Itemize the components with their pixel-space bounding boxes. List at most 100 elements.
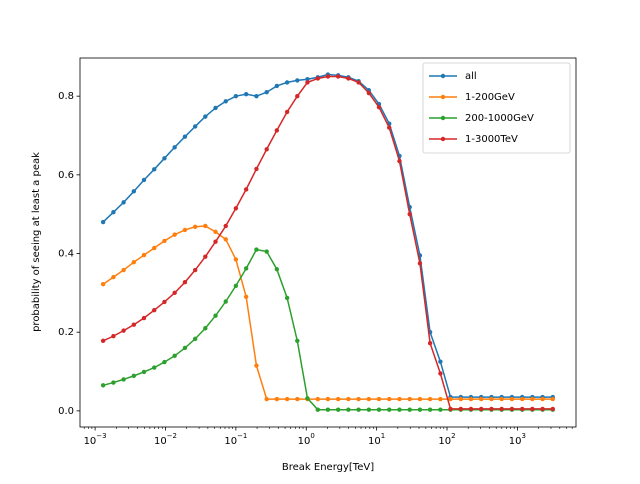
point (335, 396, 341, 402)
point (121, 328, 126, 333)
point (264, 396, 269, 402)
point (499, 396, 504, 402)
y-tick-label: 0.2 (58, 327, 74, 338)
point (274, 267, 280, 272)
point (223, 99, 228, 104)
point (438, 359, 443, 364)
point (295, 93, 300, 99)
point (121, 267, 126, 273)
point (376, 396, 382, 402)
legend-marker (440, 94, 446, 100)
point (509, 396, 515, 402)
point (223, 299, 228, 304)
point (520, 406, 525, 412)
y-tick-label: 0.8 (58, 91, 74, 102)
point (141, 369, 147, 375)
point (305, 77, 310, 82)
point (243, 266, 249, 271)
point (540, 396, 545, 402)
point (468, 406, 474, 412)
legend-marker (440, 136, 446, 142)
point (100, 219, 106, 225)
x-tick-label: 10−2 (154, 432, 177, 447)
legend-marker (440, 73, 446, 79)
point (162, 238, 167, 244)
point (264, 147, 269, 152)
x-tick-label: 100 (298, 432, 315, 447)
point (254, 166, 259, 172)
point (131, 373, 137, 379)
point (438, 407, 443, 412)
legend-marker (440, 115, 446, 121)
point (223, 237, 228, 242)
point (192, 336, 198, 342)
point (243, 187, 249, 192)
point (182, 280, 188, 285)
point (162, 156, 167, 161)
point (489, 396, 494, 402)
point (550, 406, 555, 412)
series (100, 247, 555, 412)
point (233, 93, 239, 99)
point (305, 80, 310, 85)
point (315, 76, 321, 81)
point (387, 407, 392, 412)
point (325, 74, 331, 79)
point (254, 247, 259, 252)
point (203, 223, 208, 229)
point (427, 407, 433, 412)
point (243, 91, 249, 97)
point (172, 145, 177, 150)
point (203, 326, 208, 331)
point (162, 299, 167, 305)
point (438, 371, 443, 376)
point (100, 281, 106, 287)
point (479, 396, 484, 402)
point (162, 359, 167, 365)
point (111, 380, 116, 385)
point (233, 206, 239, 211)
point (417, 407, 423, 412)
point (397, 158, 402, 164)
point (346, 407, 351, 412)
y-tick-label: 0.4 (58, 249, 74, 260)
point (254, 93, 259, 99)
point (356, 396, 361, 402)
point (192, 267, 198, 273)
point (213, 105, 218, 111)
point (100, 338, 106, 344)
point (172, 353, 177, 358)
point (152, 167, 157, 172)
point (141, 177, 147, 183)
axes-frame (79, 57, 577, 428)
point (540, 406, 545, 412)
point (407, 396, 412, 402)
point (295, 338, 300, 344)
point (376, 104, 382, 110)
point (182, 345, 188, 351)
point (448, 406, 453, 412)
legend-label: 1-3000TeV (465, 134, 518, 145)
point (141, 315, 147, 321)
point (407, 407, 412, 412)
point (376, 407, 382, 412)
legend-label: 1-200GeV (465, 92, 515, 103)
legend-label: all (465, 71, 477, 82)
point (295, 396, 300, 402)
point (172, 232, 177, 237)
point (121, 200, 126, 205)
point (366, 407, 372, 412)
y-axis-label: probability of seeing at least a peak (31, 152, 42, 332)
point (458, 396, 464, 402)
point (172, 290, 177, 296)
point (509, 406, 515, 412)
point (295, 78, 300, 83)
point (284, 109, 290, 115)
point (366, 396, 372, 402)
series (100, 223, 555, 402)
point (152, 245, 157, 251)
point (387, 396, 392, 402)
point (458, 406, 464, 412)
point (213, 229, 218, 235)
point (550, 396, 555, 402)
